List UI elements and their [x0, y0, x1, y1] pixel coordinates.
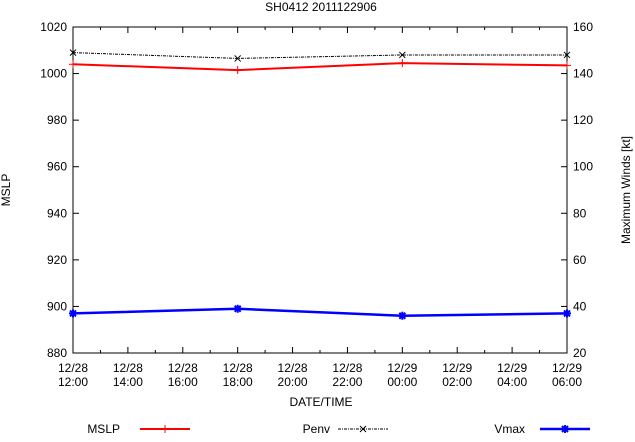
x-tick-label-time: 04:00	[497, 375, 527, 389]
data-point-vmax	[563, 309, 571, 318]
y2-tick-label: 40	[573, 299, 587, 313]
y2-tick-label: 140	[573, 67, 593, 81]
y-tick-label: 900	[47, 299, 67, 313]
x-tick-label-time: 20:00	[278, 375, 308, 389]
data-point-penv	[563, 51, 571, 59]
y-tick-label: 920	[47, 253, 67, 267]
legend-label-penv: Penv	[303, 422, 330, 436]
x-tick-label-date: 12/28	[58, 361, 88, 375]
legend-marker-vmax	[561, 425, 569, 433]
y2-tick-label: 160	[573, 20, 593, 34]
y2-tick-label: 60	[573, 253, 587, 267]
y-tick-label: 960	[47, 160, 67, 174]
x-tick-label-date: 12/29	[387, 361, 417, 375]
y-tick-label: 940	[47, 206, 67, 220]
x-tick-label-date: 12/29	[442, 361, 472, 375]
series-line-vmax	[72, 307, 568, 317]
x-tick-label-date: 12/28	[332, 361, 362, 375]
legend-label-vmax: Vmax	[494, 422, 525, 436]
x-tick-label-date: 12/29	[497, 361, 527, 375]
series-line-mslp	[72, 62, 568, 72]
x-tick-label-time: 00:00	[387, 375, 417, 389]
data-point-vmax	[398, 312, 407, 320]
legend-marker-penv	[359, 425, 367, 433]
x-tick-label-time: 12:00	[58, 375, 88, 389]
y-tick-label: 880	[47, 346, 67, 360]
x-tick-label-time: 02:00	[442, 375, 472, 389]
data-point-penv	[234, 55, 242, 62]
x-tick-label-date: 12/28	[113, 361, 143, 375]
data-point-vmax	[233, 305, 242, 313]
x-tick-label-date: 12/28	[168, 361, 198, 375]
chart-title: SH0412 2011122906	[265, 0, 377, 14]
y-tick-label: 1000	[40, 67, 67, 81]
y-tick-label: 1020	[40, 20, 67, 34]
x-tick-label-date: 12/28	[278, 361, 308, 375]
x-tick-label-time: 06:00	[552, 375, 582, 389]
y-tick-label: 980	[47, 113, 67, 127]
x-tick-label-time: 14:00	[113, 375, 143, 389]
x-tick-label-time: 16:00	[168, 375, 198, 389]
x-tick-label-time: 18:00	[223, 375, 253, 389]
series-line-penv	[72, 52, 567, 59]
x-axis-label: DATE/TIME	[289, 395, 352, 409]
y2-tick-label: 80	[573, 206, 587, 220]
data-point-vmax	[69, 309, 77, 318]
y2-tick-label: 120	[573, 113, 593, 127]
x-tick-label-time: 22:00	[332, 375, 362, 389]
y2-tick-label: 100	[573, 160, 593, 174]
y2-tick-label: 20	[573, 346, 587, 360]
y-axis-label: MSLP	[0, 174, 13, 207]
data-point-penv	[69, 49, 77, 56]
y2-axis-label: Maximum Winds [kt]	[619, 136, 633, 244]
plot-frame	[72, 26, 568, 354]
data-point-penv	[398, 51, 406, 59]
legend-label-mslp: MSLP	[87, 422, 120, 436]
x-tick-label-date: 12/29	[552, 361, 582, 375]
x-tick-label-date: 12/28	[223, 361, 253, 375]
